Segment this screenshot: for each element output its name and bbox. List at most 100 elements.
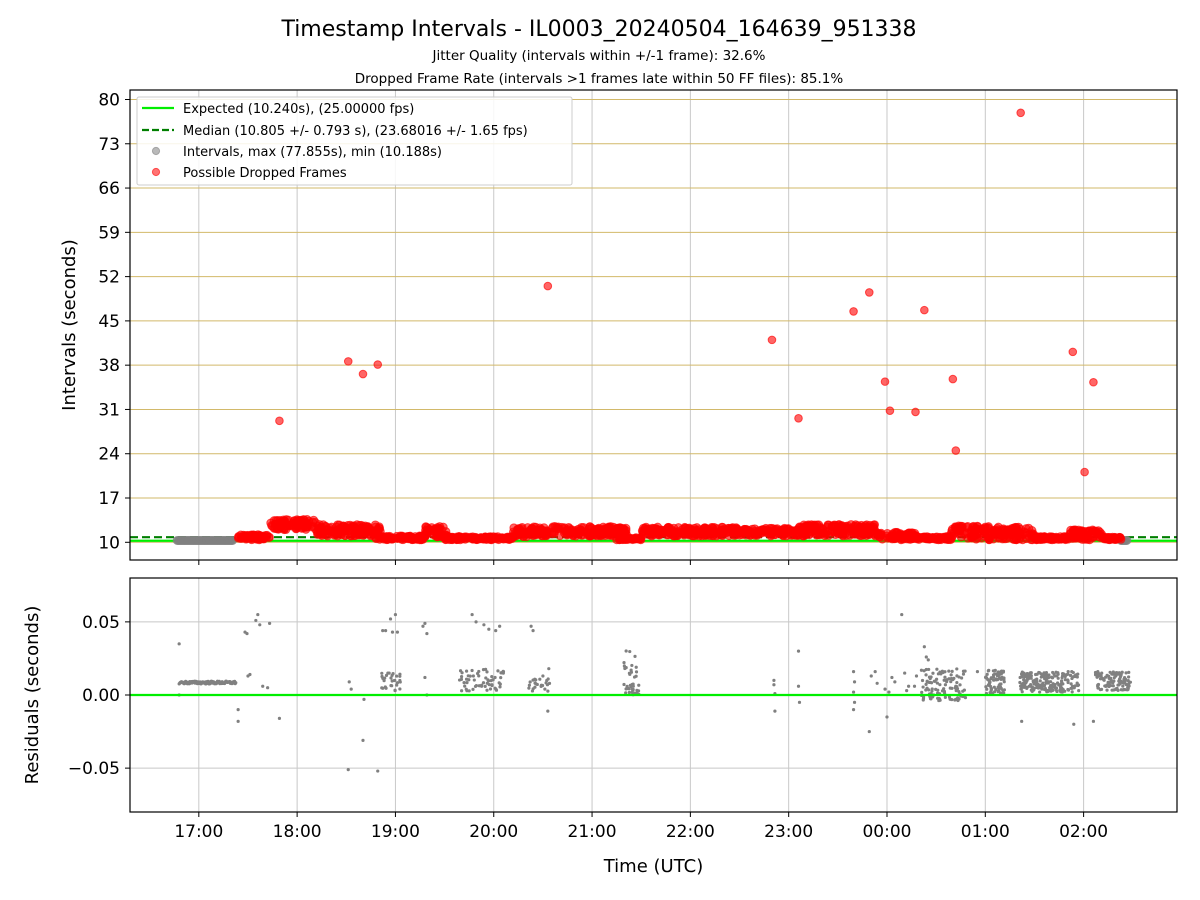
x-tick-label: 18:00: [273, 822, 322, 842]
legend-median-label: Median (10.805 +/- 0.793 s), (23.68016 +…: [183, 124, 528, 139]
residual-point: [527, 686, 531, 690]
residual-point: [1049, 683, 1053, 688]
residual-point: [933, 679, 937, 683]
y-tick-label: 24: [98, 445, 120, 465]
residual-point: [266, 686, 270, 690]
y-tick-label: 59: [98, 223, 120, 243]
residual-point: [390, 630, 395, 634]
dropped-frame-point: [1076, 529, 1086, 539]
dropped-frame-point: [1047, 532, 1057, 542]
residual-point: [1070, 690, 1074, 694]
dropped-frame-point: [350, 529, 360, 539]
residual-point: [1109, 680, 1114, 684]
residual-point: [1061, 672, 1065, 676]
residual-point: [1108, 670, 1112, 674]
residual-point: [393, 612, 398, 617]
residual-point: [236, 708, 240, 712]
dropped-frame-point: [1098, 533, 1108, 543]
residual-point: [1075, 681, 1079, 685]
residual-point: [362, 697, 366, 701]
residual-point: [961, 689, 965, 693]
residual-point: [466, 674, 470, 678]
residual-point: [1123, 688, 1127, 692]
residual-point: [928, 680, 932, 684]
residual-point: [992, 685, 996, 689]
residual-point: [1104, 675, 1108, 679]
residual-point: [988, 680, 992, 684]
dropped-frame-point: [824, 520, 834, 530]
dropped-frame-point: [275, 416, 284, 426]
residual-point: [622, 661, 626, 665]
dropped-frame-point: [767, 335, 777, 345]
dropped-frame-point: [912, 534, 922, 544]
residual-point: [955, 680, 959, 685]
dropped-frame-point: [621, 534, 631, 544]
residual-point: [921, 685, 925, 689]
y-tick-label: 17: [98, 489, 120, 509]
dropped-frame-point: [858, 526, 868, 536]
residual-point: [950, 669, 954, 674]
residual-point: [1117, 671, 1121, 676]
residual-point: [922, 645, 926, 649]
residual-point: [471, 687, 475, 691]
residual-point: [261, 684, 265, 688]
residual-point: [633, 654, 637, 658]
residual-point: [624, 666, 628, 670]
legend-dropped-swatch: [151, 167, 161, 177]
dropped-frame-point: [343, 357, 353, 366]
residual-point: [494, 687, 498, 691]
y-tick-label: 73: [98, 135, 120, 155]
residual-point: [993, 672, 997, 676]
residual-point: [481, 681, 486, 685]
residual-point: [533, 685, 537, 689]
residual-point: [459, 677, 464, 681]
residual-point: [954, 697, 958, 701]
residual-point: [388, 617, 393, 621]
residual-point: [991, 669, 996, 673]
residual-point: [538, 677, 542, 681]
residual-point: [984, 685, 988, 689]
residual-point: [1035, 685, 1039, 690]
residual-point: [1066, 679, 1070, 683]
residual-point: [1126, 687, 1130, 691]
residual-point: [458, 669, 463, 673]
residual-point: [893, 680, 897, 684]
y-tick-label: 52: [98, 268, 120, 288]
residual-point: [376, 769, 380, 773]
legend-expected-label: Expected (10.240s), (25.00000 fps): [183, 102, 414, 117]
residual-point: [942, 678, 946, 682]
residual-point: [1121, 684, 1125, 688]
y-tick-label: 0.00: [82, 686, 120, 706]
legend-intervals-swatch: [151, 146, 161, 156]
dropped-frame-point: [1040, 534, 1050, 544]
residual-point: [1054, 670, 1058, 674]
intervals-y-ticks: 10 17 24 31 38 45 52 59 66 73 80: [98, 90, 130, 553]
y-tick-label: 66: [98, 179, 120, 199]
residual-point: [1031, 686, 1035, 690]
dropped-frame-point: [363, 522, 373, 532]
residual-point: [480, 684, 484, 688]
residual-point: [630, 690, 634, 694]
x-tick-label: 17:00: [174, 822, 223, 842]
residual-point: [346, 767, 350, 772]
dropped-frame-point: [517, 528, 527, 538]
residual-point: [248, 672, 252, 677]
residual-point: [389, 676, 393, 680]
residual-point: [543, 687, 547, 691]
residuals-panel: 0.05 0.00 −0.05 17:00 18:00 19:00 20:00 21:00 2…: [22, 577, 1178, 877]
x-tick-label: 02:00: [1059, 822, 1108, 842]
dropped-frame-point: [371, 533, 381, 543]
dropped-frame-point: [316, 529, 326, 539]
residual-point: [796, 649, 801, 653]
residual-point: [389, 683, 393, 688]
x-tick-label: 01:00: [961, 822, 1010, 842]
residual-point: [546, 689, 550, 693]
residual-point: [462, 681, 466, 685]
residual-point: [1106, 684, 1110, 688]
dropped-frame-point: [456, 532, 466, 542]
residual-point: [920, 678, 925, 683]
x-tick-label: 21:00: [568, 822, 617, 842]
residual-point: [541, 674, 545, 678]
residual-point: [1063, 677, 1067, 682]
residual-point: [949, 673, 953, 677]
